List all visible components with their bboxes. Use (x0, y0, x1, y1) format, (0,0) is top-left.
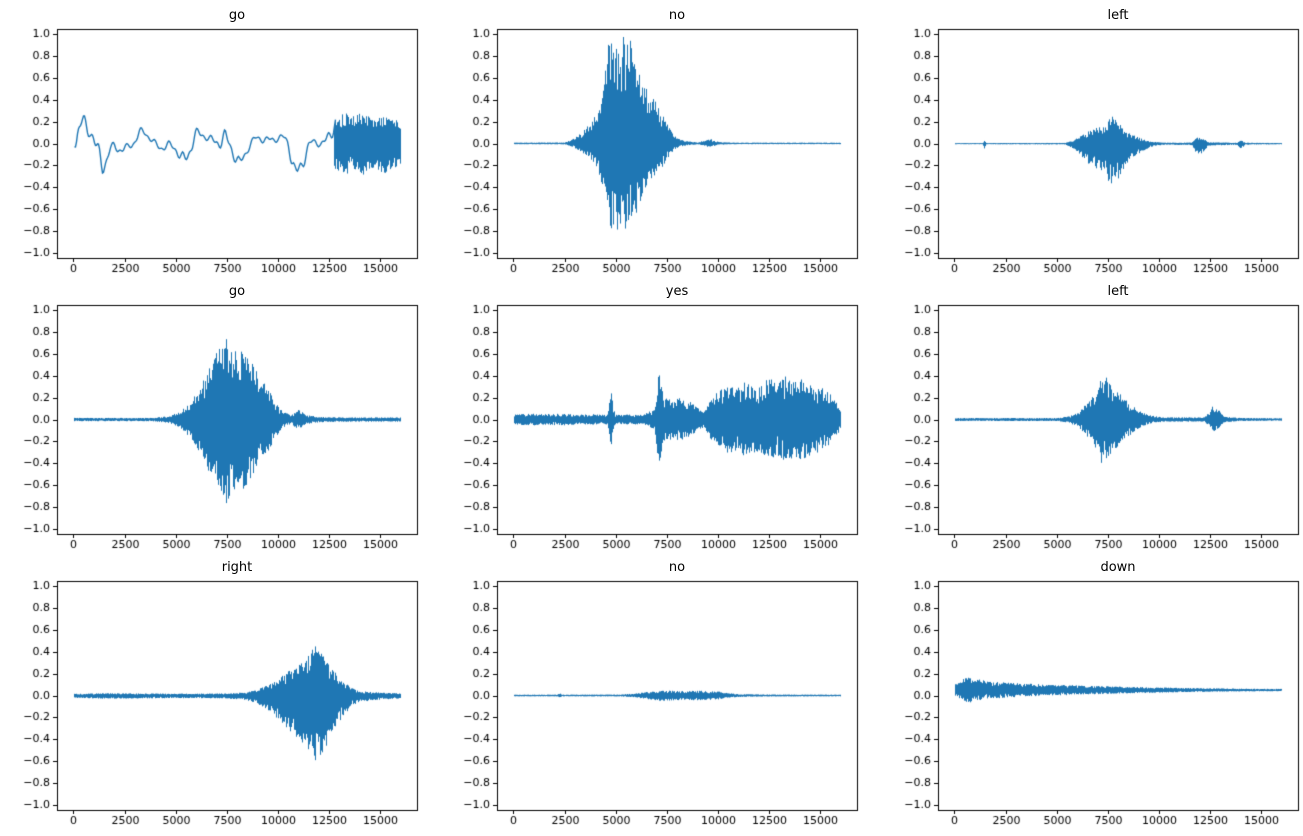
subplot-title: right (221, 560, 253, 575)
subplot-title: go (228, 8, 246, 23)
subplot-title: down (1100, 560, 1136, 575)
subplot-title: go (228, 284, 246, 299)
subplot-title: left (1107, 8, 1129, 23)
subplot-title: no (668, 8, 686, 23)
subplot-title: yes (665, 284, 689, 299)
subplot-title: left (1107, 284, 1129, 299)
subplot-title: no (668, 560, 686, 575)
